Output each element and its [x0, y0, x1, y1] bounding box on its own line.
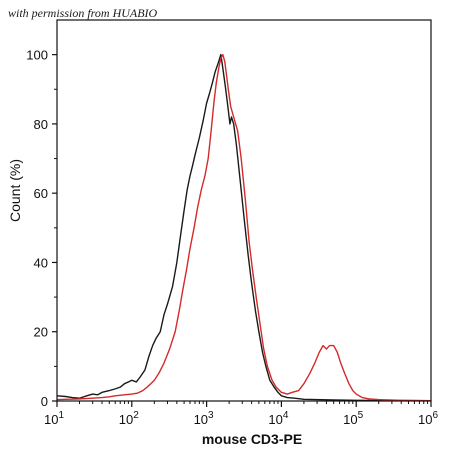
- x-axis-title: mouse CD3-PE: [202, 431, 302, 447]
- plot-frame: [56, 19, 432, 402]
- x-tick-label: 101: [44, 410, 64, 427]
- watermark-text: with permission from HUABIO: [8, 6, 158, 20]
- x-tick-label: 105: [343, 410, 363, 427]
- y-tick-label: 80: [34, 117, 48, 132]
- y-tick-label: 60: [34, 186, 48, 201]
- x-tick-label: 106: [418, 410, 438, 427]
- histogram-series-1: [56, 53, 432, 402]
- y-tick-label: 0: [41, 394, 48, 409]
- y-tick-label: 100: [26, 48, 48, 63]
- histogram-series-2: [56, 53, 432, 402]
- y-axis-title: Count (%): [7, 159, 23, 222]
- y-tick-label: 40: [34, 255, 48, 270]
- x-axis: 101 102 103 104 105 106: [44, 401, 438, 427]
- x-tick-label: 104: [268, 410, 288, 427]
- x-tick-label: 103: [194, 410, 214, 427]
- x-tick-label: 102: [119, 410, 139, 427]
- series-layer: [56, 53, 432, 402]
- y-axis: 0 20 40 60 80 100: [26, 48, 57, 409]
- y-tick-label: 20: [34, 325, 48, 340]
